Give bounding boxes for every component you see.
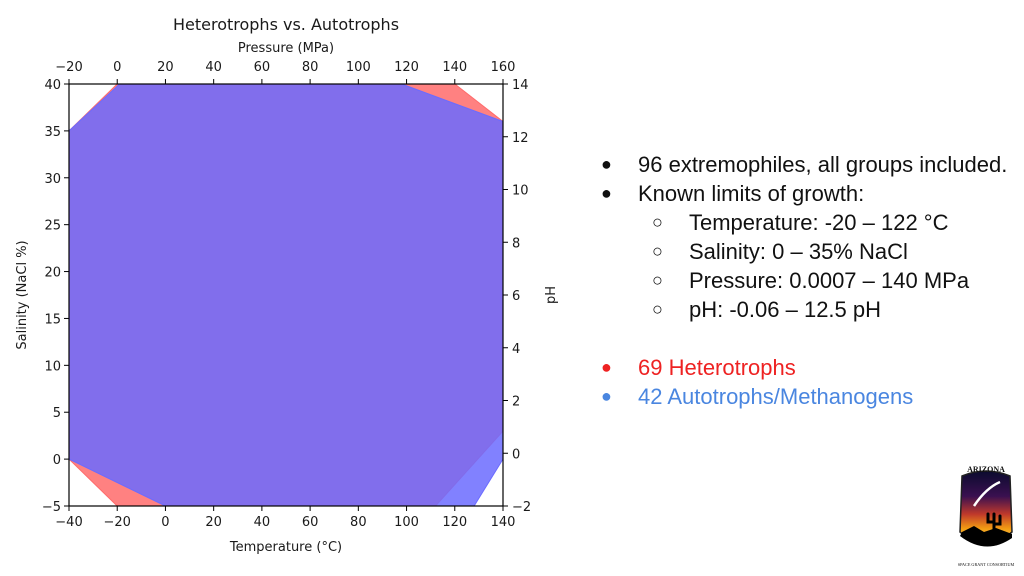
list-item: ○ Temperature: -20 – 122 °C — [598, 208, 1018, 237]
tick-label: 0 — [161, 515, 169, 530]
tick-label: 60 — [302, 515, 319, 530]
tick-label: −40 — [55, 515, 82, 530]
tick-label: 40 — [254, 515, 271, 530]
y-axis-label: Salinity (NaCl %) — [15, 240, 30, 349]
x-axis-label: Temperature (°C) — [229, 540, 342, 555]
tick-label: 25 — [44, 219, 61, 234]
bullet-dot: ● — [601, 386, 612, 406]
tick-label: 0 — [113, 60, 121, 75]
list-item: ● Known limits of growth: — [598, 179, 1018, 208]
arizona-space-grant-logo: ARIZONA SPACE GRANT CONSORTIUM — [958, 465, 1015, 567]
tick-label: 160 — [491, 60, 516, 75]
tick-label: 40 — [44, 78, 61, 93]
bullet-circle: ○ — [652, 241, 663, 261]
legend-autotrophs: ● 42 Autotrophs/Methanogens — [598, 382, 1018, 411]
temperature-limit: Temperature: -20 – 122 °C — [689, 210, 949, 235]
tick-label: 60 — [254, 60, 271, 75]
tick-label: −20 — [104, 515, 131, 530]
plot-area — [68, 83, 504, 507]
tick-label: 20 — [44, 266, 61, 281]
chart: Heterotrophs vs. Autotrophs Pressure (MP… — [15, 15, 559, 555]
tick-label: −5 — [42, 500, 61, 515]
autotrophs-area — [68, 83, 504, 507]
tick-label: 5 — [53, 406, 61, 421]
pressure-limit: Pressure: 0.0007 – 140 MPa — [689, 268, 970, 293]
autotrophs-label: 42 Autotrophs/Methanogens — [638, 384, 914, 409]
bullet-dot: ● — [601, 154, 612, 174]
logo-bottom-text: SPACE GRANT CONSORTIUM — [958, 562, 1015, 567]
tick-label: 100 — [346, 60, 371, 75]
salinity-limit: Salinity: 0 – 35% NaCl — [689, 239, 908, 264]
tick-label: −2 — [512, 500, 531, 515]
tick-label: 80 — [302, 60, 319, 75]
spacer — [598, 324, 1018, 353]
bullet-dot: ● — [601, 357, 612, 377]
tick-label: 140 — [491, 515, 516, 530]
tick-label: 35 — [44, 125, 61, 140]
summary-text: 96 extremophiles, all groups included. — [638, 152, 1008, 177]
tick-label: 100 — [394, 515, 419, 530]
tick-label: 120 — [394, 60, 419, 75]
tick-label: 8 — [512, 236, 520, 251]
tick-label: −20 — [55, 60, 82, 75]
legend-heterotrophs: ● 69 Heterotrophs — [598, 353, 1018, 382]
bullet-circle: ○ — [652, 212, 663, 232]
list-item: ○ Pressure: 0.0007 – 140 MPa — [598, 266, 1018, 295]
tick-label: 14 — [512, 78, 529, 93]
list-item: ○ pH: -0.06 – 12.5 pH — [598, 295, 1018, 324]
tick-label: 40 — [205, 60, 222, 75]
tick-label: 20 — [157, 60, 174, 75]
tick-label: 12 — [512, 131, 529, 146]
heterotrophs-label: 69 Heterotrophs — [638, 355, 796, 380]
bullet-list: ● 96 extremophiles, all groups included. … — [598, 150, 1018, 411]
tick-label: 30 — [44, 172, 61, 187]
tick-label: 6 — [512, 289, 520, 304]
tick-label: 10 — [44, 359, 61, 374]
tick-label: 0 — [512, 447, 520, 462]
limits-title: Known limits of growth: — [638, 181, 865, 206]
list-item: ○ Salinity: 0 – 35% NaCl — [598, 237, 1018, 266]
bullet-dot: ● — [601, 183, 612, 203]
x2-axis-label: Pressure (MPa) — [238, 41, 334, 56]
tick-label: 0 — [53, 453, 61, 468]
ph-limit: pH: -0.06 – 12.5 pH — [689, 297, 882, 322]
tick-label: 2 — [512, 395, 520, 410]
tick-label: 4 — [512, 342, 520, 357]
tick-label: 10 — [512, 184, 529, 199]
logo-top-text: ARIZONA — [967, 465, 1005, 474]
y2-axis-label: pH — [544, 286, 559, 304]
tick-label: 15 — [44, 312, 61, 327]
list-item: ● 96 extremophiles, all groups included. — [598, 150, 1018, 179]
tick-label: 20 — [205, 515, 222, 530]
tick-label: 80 — [350, 515, 367, 530]
tick-label: 120 — [442, 515, 467, 530]
bullet-circle: ○ — [652, 299, 663, 319]
bullet-circle: ○ — [652, 270, 663, 290]
chart-title: Heterotrophs vs. Autotrophs — [173, 15, 399, 34]
axis-ticks: −40 −20 0 20 40 60 80 100 120 140−505101520253035… — [42, 60, 531, 530]
tick-label: 140 — [442, 60, 467, 75]
